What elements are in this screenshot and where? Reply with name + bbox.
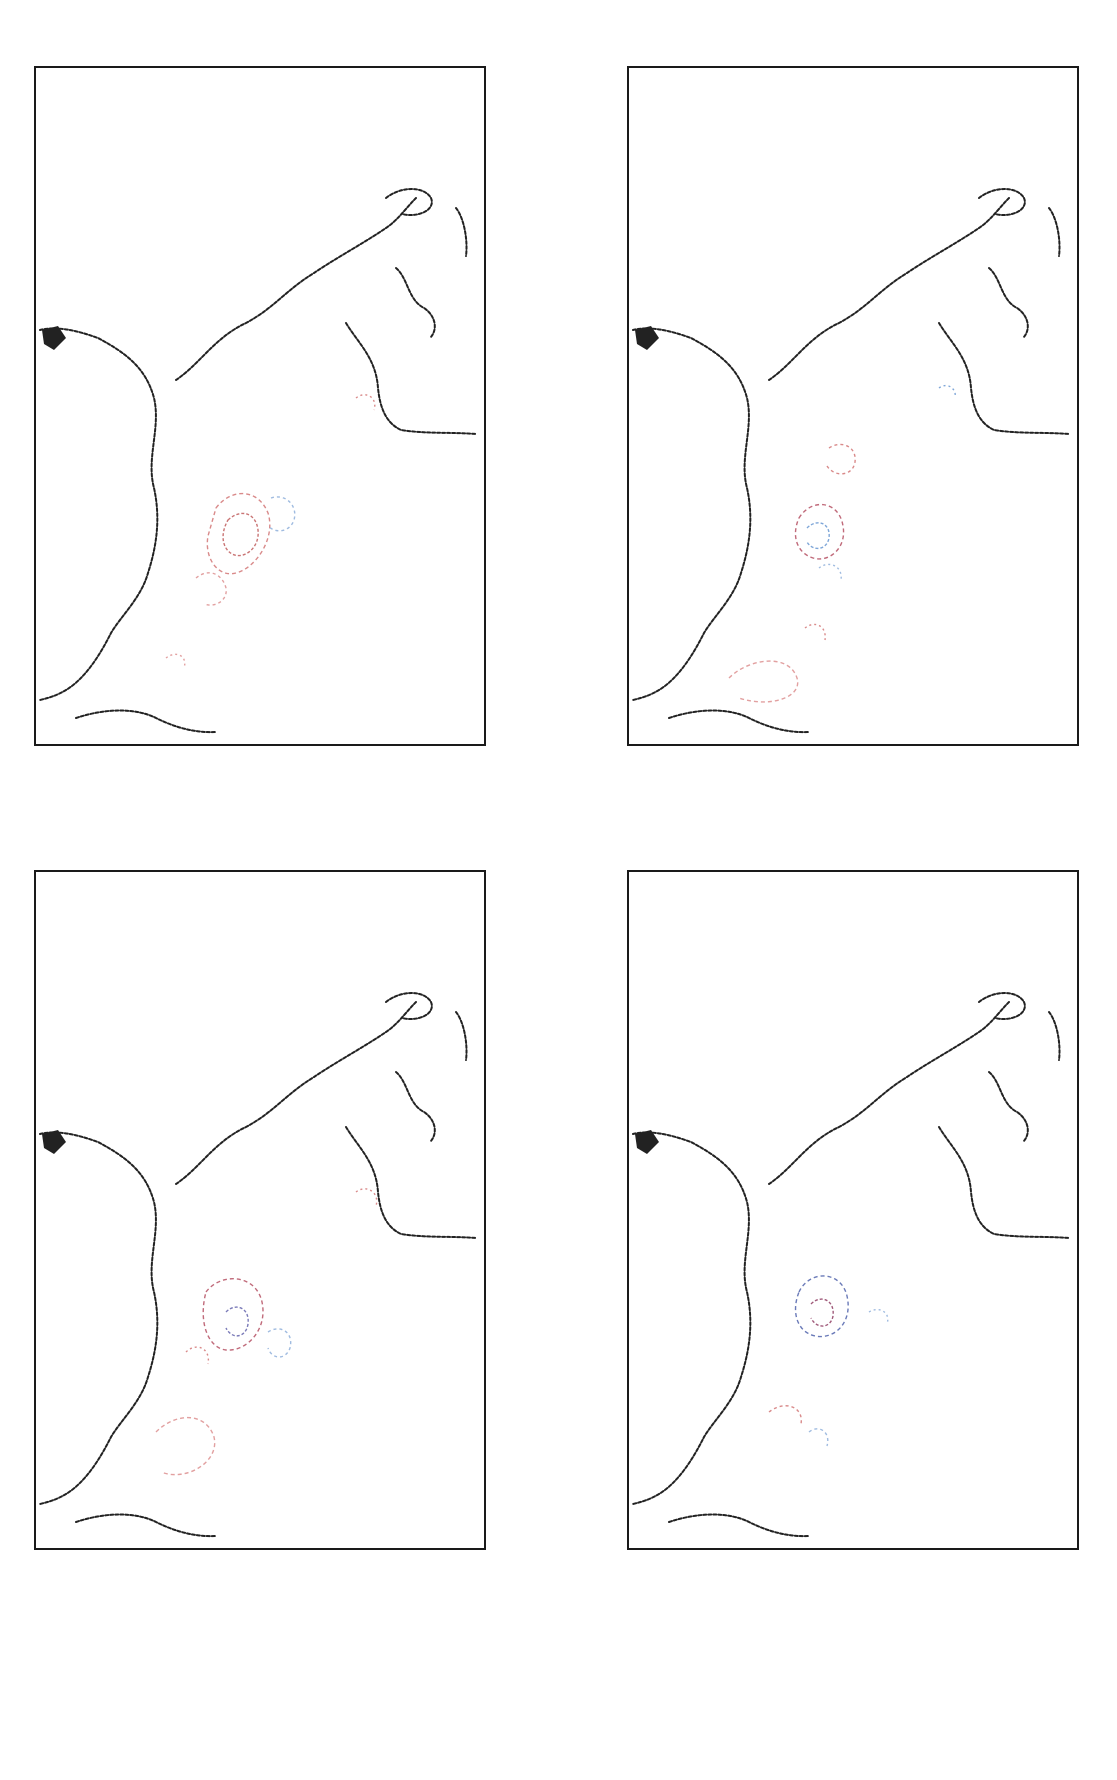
coastline-islands <box>988 267 1029 339</box>
coastline-east <box>938 1126 1070 1239</box>
coastline-north <box>768 1001 1010 1185</box>
contours <box>165 394 376 669</box>
coastline <box>39 188 477 734</box>
coastline-far-east <box>1048 1011 1061 1061</box>
coastline-south <box>75 709 217 734</box>
map-frame <box>627 66 1079 746</box>
headland-mark <box>635 326 659 350</box>
contour-cool <box>938 384 956 399</box>
map-frame <box>34 66 486 746</box>
y-axis-ticks <box>587 1000 607 1780</box>
coastline-main <box>632 1131 752 1505</box>
x-axis-ticks <box>20 748 540 766</box>
contour-warm <box>222 512 259 557</box>
contour-warm <box>794 503 845 560</box>
contour-warm <box>165 653 186 669</box>
coastline-south <box>75 1513 217 1538</box>
contour-warm <box>185 1346 210 1365</box>
contour-warm <box>768 1405 802 1425</box>
y-axis-ticks <box>14 920 34 1700</box>
map-panel-1 <box>20 10 540 790</box>
map-frame <box>34 870 486 1550</box>
map-plot-1 <box>39 188 477 734</box>
y-axis-ticks <box>587 120 607 900</box>
coastline <box>632 188 1070 734</box>
map-panel-2 <box>593 10 1113 790</box>
contour-warm <box>804 623 826 641</box>
contour-warm <box>826 443 856 475</box>
coastline-inlet <box>385 188 433 216</box>
contour-warm <box>206 492 271 575</box>
coastline-north <box>768 197 1010 381</box>
coastline-south <box>668 1513 810 1538</box>
map-panel-4 <box>593 830 1113 1610</box>
y-axis-ticks <box>14 120 34 900</box>
contour-warm <box>202 1278 264 1351</box>
coastline-far-east <box>455 1011 468 1061</box>
coastline-inlet <box>978 992 1026 1020</box>
contour-cool <box>806 522 830 549</box>
coastline-islands <box>395 1071 436 1143</box>
headland <box>635 326 659 350</box>
coastline-far-east <box>1048 207 1061 257</box>
headland <box>42 1130 66 1154</box>
map-panel-3 <box>20 830 540 1610</box>
coastline-inlet <box>385 992 433 1020</box>
contour-cool <box>794 1275 849 1338</box>
map-frame <box>627 870 1079 1550</box>
headland-mark <box>42 1130 66 1154</box>
contour-cool <box>868 1308 889 1325</box>
headland <box>42 326 66 350</box>
headland-mark <box>42 326 66 350</box>
contour-warm <box>728 660 799 703</box>
coastline-east <box>345 322 477 435</box>
contour-warm <box>355 1188 378 1207</box>
coastline-north <box>175 1001 417 1185</box>
x-axis-ticks <box>20 1552 540 1570</box>
coastline-north <box>175 197 417 381</box>
map-plot-2 <box>632 188 1070 734</box>
x-axis-ticks <box>593 748 1113 766</box>
contour-warm <box>195 572 227 606</box>
contour-warm <box>155 1416 216 1476</box>
contour-cool <box>225 1306 249 1337</box>
contour-cool <box>808 1428 829 1447</box>
contour-warm <box>810 1298 834 1327</box>
coastline-east <box>345 1126 477 1239</box>
contour-warm <box>355 394 376 411</box>
coastline-main <box>39 327 159 701</box>
contours <box>155 1188 378 1476</box>
coastline-main <box>39 1131 159 1505</box>
x-axis-ticks <box>593 1552 1113 1570</box>
coastline-south <box>668 709 810 734</box>
contours <box>728 384 956 703</box>
coastline <box>632 992 1070 1538</box>
map-plot-3 <box>39 992 477 1538</box>
coastline-islands <box>395 267 436 339</box>
coastline <box>39 992 477 1538</box>
contour-cool <box>818 563 842 581</box>
headland-mark <box>635 1130 659 1154</box>
coastline-islands <box>988 1071 1029 1143</box>
coastline-far-east <box>455 207 468 257</box>
coastline-main <box>632 327 752 701</box>
coastline-inlet <box>978 188 1026 216</box>
map-plot-4 <box>632 992 1070 1538</box>
contour-cool <box>267 496 296 532</box>
coastline-east <box>938 322 1070 435</box>
contour-cool <box>267 1328 292 1358</box>
headland <box>635 1130 659 1154</box>
contours <box>768 1275 889 1447</box>
